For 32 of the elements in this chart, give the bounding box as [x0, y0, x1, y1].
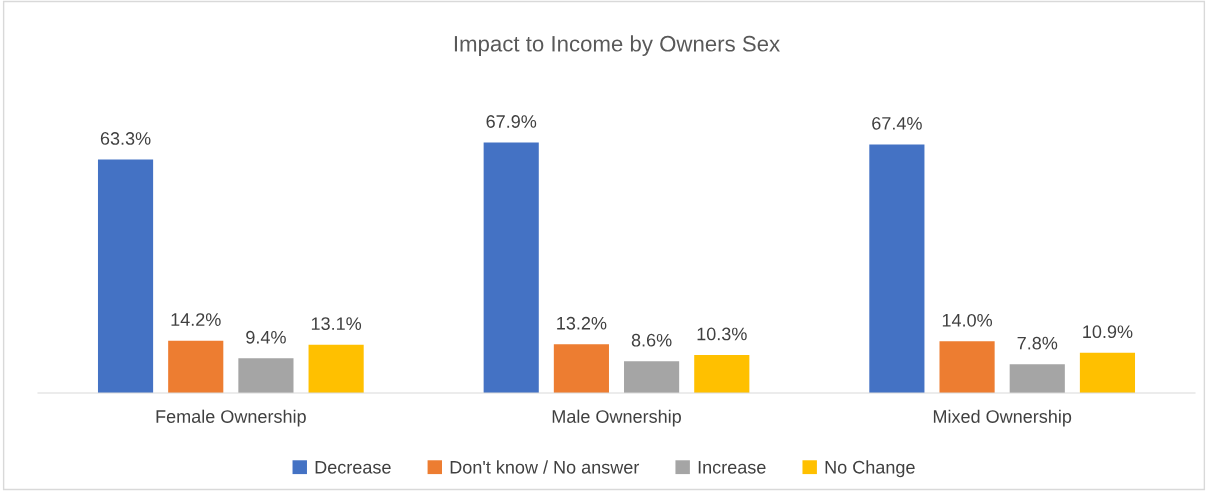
data-label: 7.8% — [1017, 336, 1058, 350]
bar — [1009, 364, 1065, 393]
legend-label: No Change — [825, 460, 915, 478]
bar — [694, 355, 750, 393]
bar — [624, 361, 680, 393]
chart-title: Impact to Income by Owners Sex — [454, 35, 780, 56]
legend-label: Don't know / No answer — [450, 460, 640, 474]
data-label: 14.2% — [171, 313, 221, 326]
data-label: 67.9% — [486, 115, 537, 128]
data-label: 8.6% — [631, 333, 672, 347]
data-label: 13.2% — [557, 316, 607, 330]
bar — [483, 142, 539, 393]
bar — [869, 144, 925, 393]
x-tick-label: Mixed Ownership — [933, 409, 1072, 427]
bar — [238, 358, 294, 393]
bar — [1079, 352, 1136, 393]
bar — [553, 344, 609, 393]
data-label: 10.3% — [697, 327, 747, 341]
data-label: 63.3% — [100, 132, 151, 145]
legend-label: Increase — [698, 461, 766, 474]
bar — [939, 341, 995, 393]
bar — [97, 159, 154, 393]
data-label: 14.0% — [942, 313, 993, 327]
x-tick-label: Female Ownership — [156, 409, 306, 427]
legend-label: Decrease — [315, 461, 391, 474]
x-tick-label: Male Ownership — [552, 409, 681, 427]
bar — [308, 344, 364, 393]
bar — [168, 340, 224, 393]
data-label: 9.4% — [246, 330, 286, 344]
data-label: 67.4% — [872, 116, 922, 130]
data-label: 13.1% — [311, 317, 362, 330]
data-label: 10.9% — [1083, 325, 1133, 339]
